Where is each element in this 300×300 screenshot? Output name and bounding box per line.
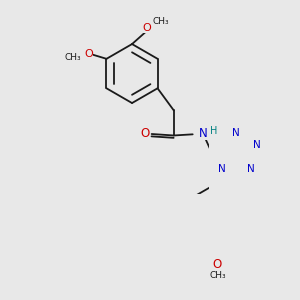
Text: N: N: [218, 164, 225, 174]
Text: O: O: [142, 23, 151, 33]
Text: N: N: [253, 140, 261, 150]
Text: H: H: [210, 126, 217, 136]
Text: N: N: [232, 128, 240, 138]
Text: CH₃: CH₃: [209, 272, 226, 280]
Text: N: N: [247, 164, 255, 174]
Text: O: O: [213, 258, 222, 271]
Text: O: O: [84, 50, 93, 59]
Text: CH₃: CH₃: [64, 53, 81, 62]
Text: N: N: [199, 127, 208, 140]
Text: CH₃: CH₃: [152, 17, 169, 26]
Text: O: O: [141, 127, 150, 140]
